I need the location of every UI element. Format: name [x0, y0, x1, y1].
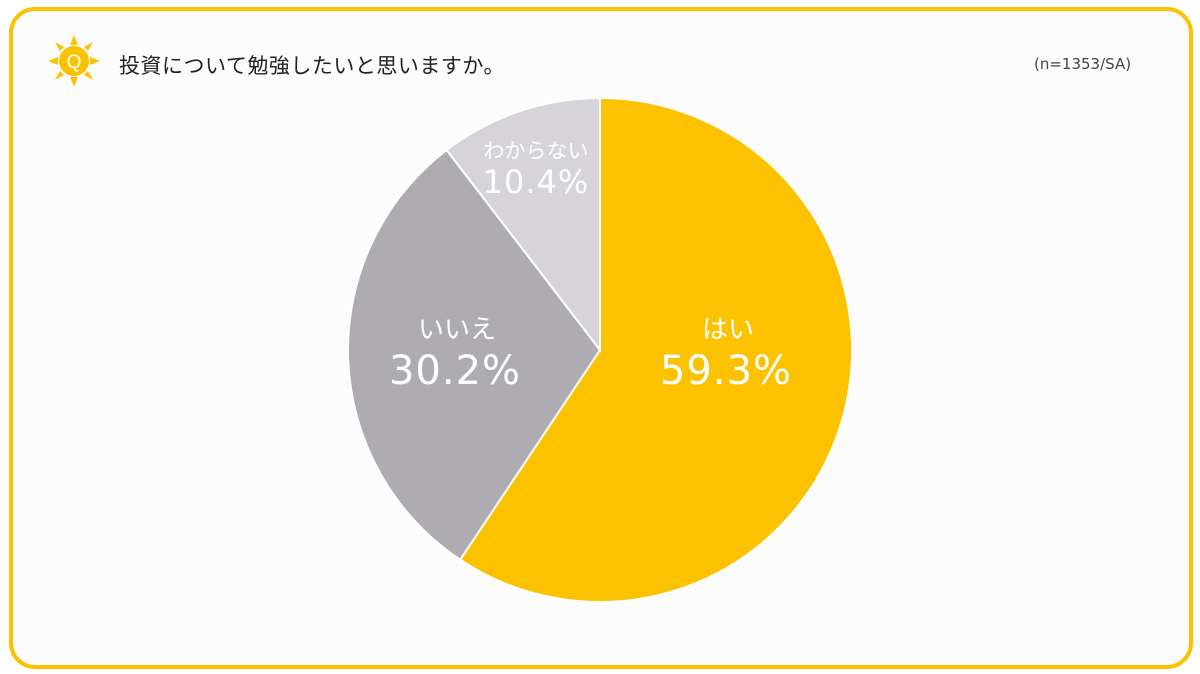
slice-value-3: 10.4% — [483, 163, 590, 201]
sample-size-note: (n=1353/SA) — [1034, 55, 1132, 73]
pie-slice-1 — [458, 96, 853, 603]
slice-value-1: 59.3% — [660, 348, 792, 394]
pie-slice-2 — [347, 148, 602, 562]
slice-label-1: はい — [702, 315, 754, 345]
q-badge-icon: Q — [48, 35, 100, 87]
pie-slice-3 — [445, 96, 601, 353]
q-badge-letter: Q — [67, 52, 82, 73]
slice-value-2: 30.2% — [389, 348, 521, 394]
slice-label-3: わからない — [484, 139, 589, 163]
question-title: 投資について勉強したいと思いますか。 — [119, 54, 505, 78]
slice-label-2: いいえ — [418, 315, 496, 345]
